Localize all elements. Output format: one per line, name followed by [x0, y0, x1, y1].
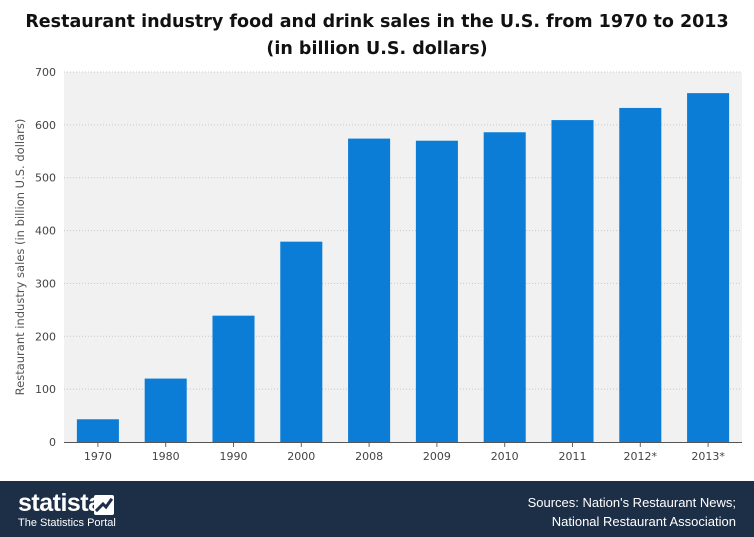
bar-1990[interactable] [212, 315, 255, 442]
bar-2009[interactable] [415, 140, 458, 442]
x-tick-label: 1980 [152, 450, 180, 463]
source-line-1: Sources: Nation's Restaurant News; [527, 495, 736, 510]
y-tick-label: 200 [35, 330, 56, 343]
bar-2008[interactable] [348, 138, 391, 442]
chart-title: Restaurant industry food and drink sales… [0, 9, 754, 63]
bar-1970[interactable] [76, 419, 119, 442]
x-tick-label: 2013* [691, 450, 725, 463]
bar-2000[interactable] [280, 241, 323, 442]
bar-chart: 0 100 200 300 400 500 600 700 1970 1980 1990 2000 2… [13, 66, 742, 463]
x-tick-label: 1990 [220, 450, 248, 463]
y-tick-label: 300 [35, 277, 56, 290]
footer-bar: statista The Statistics Portal Sources: … [0, 481, 754, 537]
x-tick-label: 1970 [84, 450, 112, 463]
y-tick-labels: 0 100 200 300 400 500 600 700 [35, 66, 56, 449]
x-tick-label: 2010 [491, 450, 519, 463]
y-axis-label: Restaurant industry sales (in billion U.… [13, 119, 27, 396]
bars [76, 93, 730, 443]
y-tick-label: 0 [49, 436, 56, 449]
bar-2010[interactable] [483, 132, 526, 442]
bar-2012-est[interactable] [619, 107, 662, 442]
x-tick-labels: 1970 1980 1990 2000 2008 2009 2010 2011 2012* 201… [84, 442, 725, 463]
y-tick-label: 600 [35, 119, 56, 132]
statista-logo[interactable]: statista [18, 489, 102, 517]
x-tick-label: 2000 [287, 450, 315, 463]
chart-title-line-1: Restaurant industry food and drink sales… [25, 12, 729, 32]
statista-logo-icon [94, 495, 114, 515]
x-tick-label: 2012* [624, 450, 658, 463]
y-tick-label: 700 [35, 66, 56, 79]
bar-1980[interactable] [144, 378, 187, 442]
y-tick-label: 500 [35, 172, 56, 185]
bar-2011[interactable] [551, 120, 594, 442]
x-tick-label: 2011 [559, 450, 587, 463]
source-line-2: National Restaurant Association [551, 514, 736, 529]
x-tick-label: 2009 [423, 450, 451, 463]
sources-note: Sources: Nation's Restaurant News; Natio… [528, 493, 736, 531]
x-tick-label: 2008 [355, 450, 383, 463]
y-tick-label: 100 [35, 383, 56, 396]
statista-tagline: The Statistics Portal [18, 517, 116, 529]
chart-title-line-2: (in billion U.S. dollars) [266, 39, 488, 59]
bar-2013-est[interactable] [687, 93, 730, 443]
y-tick-label: 400 [35, 225, 56, 238]
